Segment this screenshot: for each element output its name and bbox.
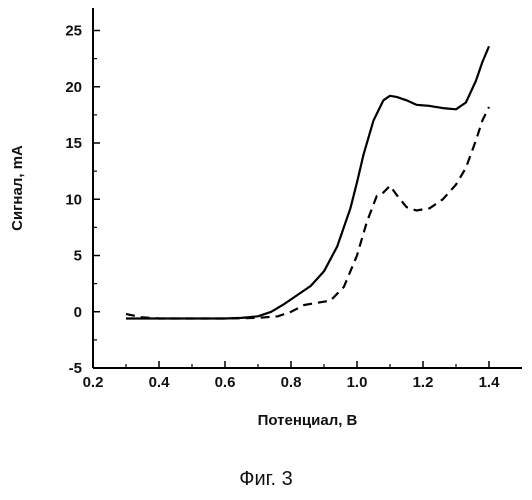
ticks: 0.2 0.4 0.6 0.8 1.0 1.2 1.4 -5 0 5 10 15 20 25 (65, 23, 500, 392)
x-tick-label: 1.4 (479, 374, 501, 391)
y-tick-label: 0 (74, 304, 82, 321)
y-tick-label: 25 (65, 23, 82, 40)
y-tick-label: -5 (69, 360, 82, 377)
y-tick-label: 15 (65, 135, 82, 152)
axes (93, 8, 522, 368)
chart: 0.2 0.4 0.6 0.8 1.0 1.2 1.4 -5 0 5 10 15 20 25 Потенц… (0, 0, 532, 460)
x-tick-label: 0.8 (281, 374, 302, 391)
x-tick-label: 0.6 (215, 374, 236, 391)
solid-series-line (126, 46, 489, 318)
figure-caption: Фиг. 3 (0, 468, 532, 491)
x-tick-label: 0.4 (149, 374, 171, 391)
x-axis-title: Потенциал, В (258, 412, 358, 429)
x-tick-label: 0.2 (83, 374, 104, 391)
dashed-series-line (126, 107, 489, 319)
y-tick-label: 5 (74, 248, 82, 265)
y-tick-label: 10 (65, 191, 82, 208)
y-tick-label: 20 (65, 79, 82, 96)
series-lines (126, 46, 489, 318)
y-axis-title: Сигнал, mA (9, 145, 26, 231)
x-tick-label: 1.2 (413, 374, 434, 391)
x-tick-label: 1.0 (347, 374, 368, 391)
